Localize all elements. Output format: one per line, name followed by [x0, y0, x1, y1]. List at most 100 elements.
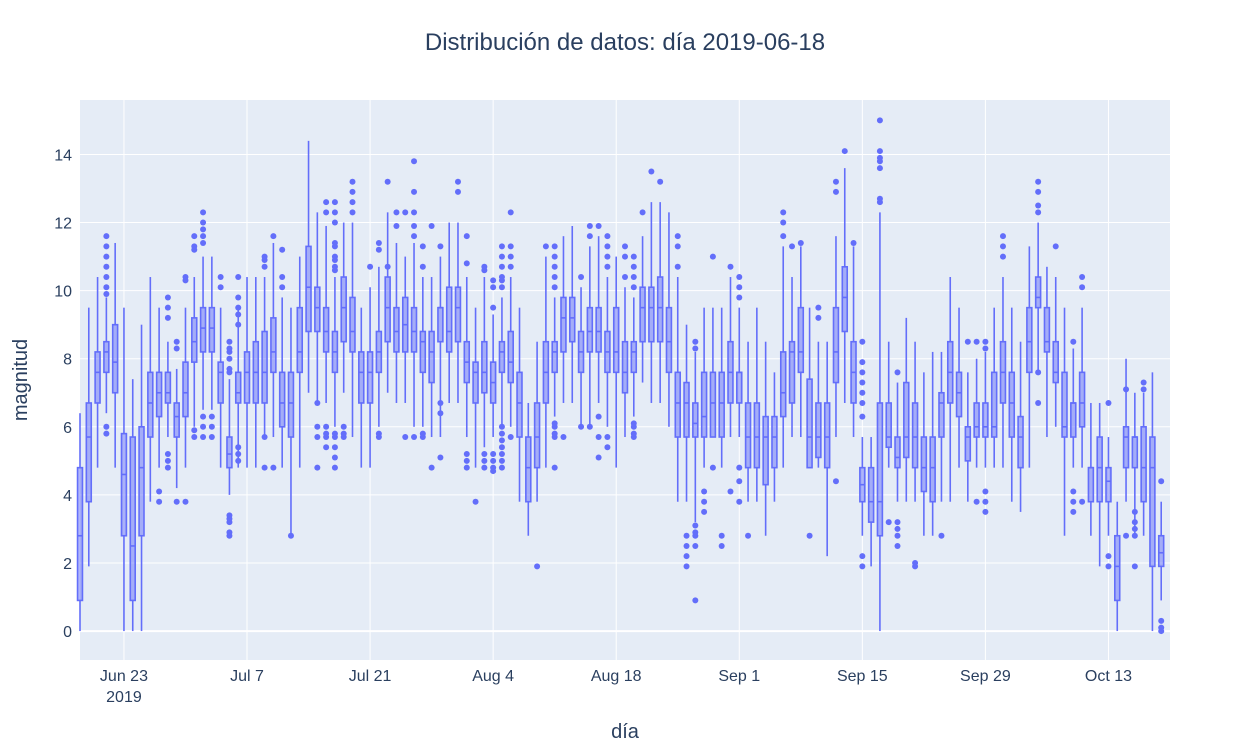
outlier-point: [191, 434, 198, 441]
outlier-point: [1070, 488, 1077, 495]
box-2019-07-21: [366, 263, 374, 468]
box-iqr: [595, 306, 602, 353]
outlier-point: [1105, 563, 1112, 570]
box-2019-09-09: [806, 307, 813, 539]
box-iqr: [419, 330, 427, 374]
outlier-point: [630, 284, 637, 291]
box-2019-09-14: [850, 239, 857, 438]
outlier-point: [859, 338, 866, 345]
box-2019-09-16: [867, 437, 875, 567]
outlier-point: [208, 423, 215, 430]
outlier-point: [859, 413, 866, 420]
outlier-point: [428, 464, 435, 471]
box-2019-10-02: [1008, 307, 1016, 502]
box-iqr: [243, 351, 251, 404]
box-iqr: [234, 371, 242, 404]
box-iqr: [560, 296, 567, 353]
outlier-point: [727, 488, 734, 495]
box-2019-10-12: [1096, 402, 1103, 567]
outlier-point: [375, 246, 382, 253]
outlier-point: [226, 345, 233, 352]
outlier-point: [1070, 498, 1077, 505]
box-iqr: [639, 286, 646, 343]
outlier-point: [349, 199, 356, 206]
outlier-point: [200, 434, 207, 441]
outlier-point: [894, 525, 901, 532]
outlier-point: [498, 243, 505, 250]
box-iqr: [630, 340, 638, 374]
outlier-point: [367, 263, 374, 270]
outlier-point: [323, 209, 330, 216]
outlier-point: [463, 260, 470, 267]
outlier-point: [323, 444, 330, 451]
outlier-point: [331, 209, 338, 216]
outlier-point: [323, 199, 330, 206]
outlier-point: [595, 413, 602, 420]
outlier-point: [323, 423, 330, 430]
y-axis-ticks: 0 2 4 6 8 10 12 14: [54, 147, 72, 641]
box-iqr: [182, 361, 189, 418]
box-iqr: [1043, 306, 1051, 353]
box-iqr: [454, 286, 462, 343]
box-2019-10-19: [1157, 478, 1165, 635]
box-2019-07-29: [437, 243, 444, 461]
x-tick-label: Aug 18: [591, 668, 642, 685]
outlier-point: [736, 478, 743, 485]
outlier-point: [331, 444, 338, 451]
outlier-point: [692, 522, 699, 529]
outlier-point: [622, 243, 628, 250]
outlier-point: [411, 188, 418, 195]
box-2019-09-10: [815, 304, 822, 468]
box-2019-07-05: [226, 338, 233, 539]
box-iqr: [129, 436, 137, 602]
box-2019-10-05: [1034, 178, 1042, 406]
outlier-point: [551, 420, 558, 427]
outlier-point: [200, 209, 207, 216]
outlier-point: [604, 233, 611, 240]
outlier-point: [604, 243, 611, 250]
box-iqr: [1034, 276, 1042, 309]
outlier-point: [191, 427, 198, 434]
outlier-point: [551, 430, 558, 437]
outlier-point: [279, 274, 286, 281]
box-iqr: [885, 402, 892, 449]
box-iqr: [191, 317, 198, 363]
box-iqr: [111, 323, 119, 394]
box-2019-07-04: [217, 274, 224, 468]
outlier-point: [736, 284, 743, 291]
box-iqr: [138, 426, 145, 537]
outlier-point: [490, 464, 497, 471]
x-tick-label: Jun 23: [100, 668, 148, 685]
outlier-point: [1035, 188, 1042, 195]
box-2019-09-25: [946, 277, 954, 502]
outlier-point: [586, 423, 593, 430]
outlier-point: [622, 253, 628, 260]
outlier-point: [859, 399, 866, 406]
outlier-point: [982, 338, 989, 345]
box-iqr: [498, 340, 506, 374]
outlier-point: [279, 284, 286, 291]
outlier-point: [103, 284, 110, 291]
outlier-point: [859, 563, 866, 570]
box-2019-08-20: [630, 253, 638, 441]
outlier-point: [375, 430, 382, 437]
box-2019-07-02: [199, 209, 207, 441]
outlier-point: [164, 294, 171, 301]
outlier-point: [340, 423, 347, 430]
outlier-point: [1052, 243, 1059, 250]
outlier-point: [314, 399, 321, 406]
outlier-point: [815, 304, 822, 311]
outlier-point: [437, 243, 444, 250]
box-iqr: [76, 466, 84, 602]
outlier-point: [859, 379, 866, 386]
box-iqr: [1149, 436, 1156, 568]
outlier-point: [454, 188, 461, 195]
box-iqr: [322, 306, 330, 353]
outlier-point: [314, 464, 321, 471]
box-2019-07-26: [410, 158, 418, 441]
outlier-point: [507, 243, 514, 250]
box-2019-09-15: [859, 338, 866, 570]
outlier-point: [331, 464, 338, 471]
outlier-point: [331, 263, 338, 270]
outlier-point: [103, 253, 110, 260]
